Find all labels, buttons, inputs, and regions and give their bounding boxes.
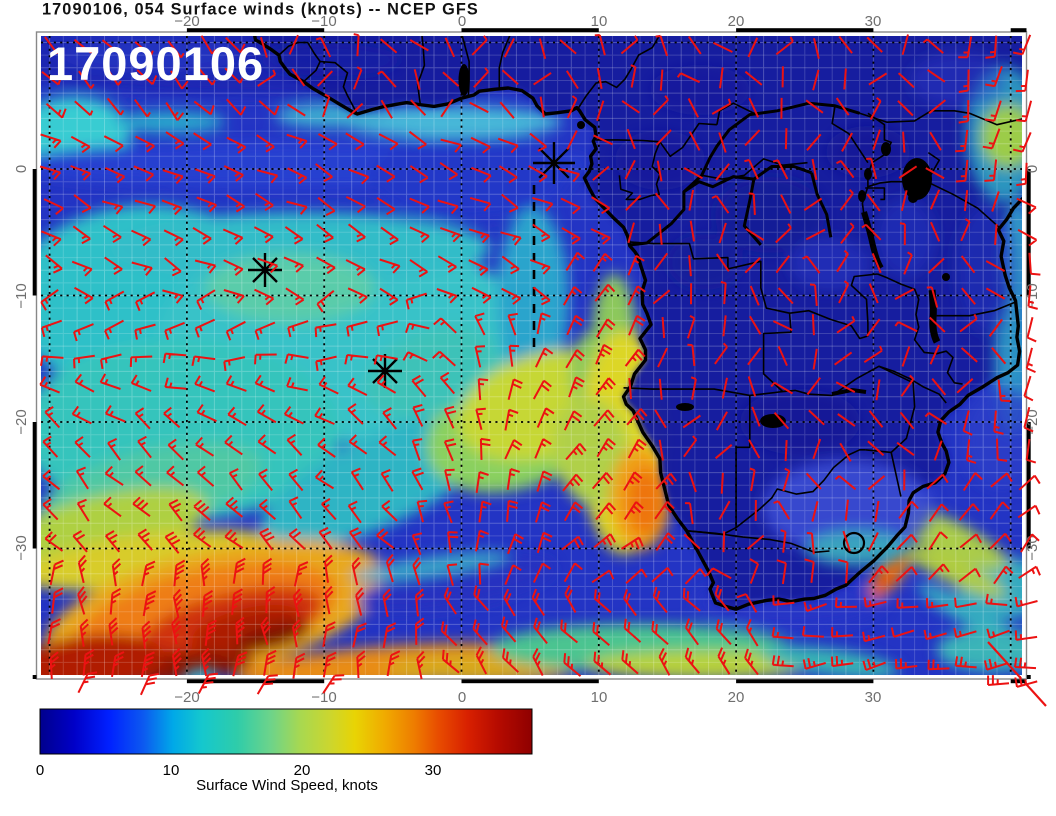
- svg-text:0: 0: [458, 13, 466, 30]
- svg-text:−10: −10: [311, 13, 336, 30]
- svg-text:20: 20: [728, 689, 745, 706]
- svg-text:30: 30: [425, 762, 442, 779]
- svg-text:−10: −10: [13, 283, 30, 308]
- svg-text:10: 10: [591, 13, 608, 30]
- svg-text:0: 0: [458, 689, 466, 706]
- svg-text:−20: −20: [174, 13, 199, 30]
- svg-text:17090106, 054 Surface winds (k: 17090106, 054 Surface winds (knots) -- N…: [42, 1, 479, 19]
- svg-text:10: 10: [591, 689, 608, 706]
- svg-text:20: 20: [728, 13, 745, 30]
- svg-text:30: 30: [865, 689, 882, 706]
- svg-text:−10: −10: [311, 689, 336, 706]
- svg-text:0: 0: [36, 762, 44, 779]
- svg-text:−20: −20: [13, 409, 30, 434]
- svg-text:0: 0: [1024, 165, 1041, 173]
- svg-text:30: 30: [865, 13, 882, 30]
- svg-text:−10: −10: [1024, 283, 1041, 308]
- svg-text:−20: −20: [174, 689, 199, 706]
- svg-text:0: 0: [13, 165, 30, 173]
- svg-text:−30: −30: [13, 535, 30, 560]
- svg-text:10: 10: [163, 762, 180, 779]
- svg-text:Surface Wind Speed, knots: Surface Wind Speed, knots: [196, 777, 378, 794]
- svg-text:20: 20: [294, 762, 311, 779]
- svg-text:17090106: 17090106: [47, 37, 264, 90]
